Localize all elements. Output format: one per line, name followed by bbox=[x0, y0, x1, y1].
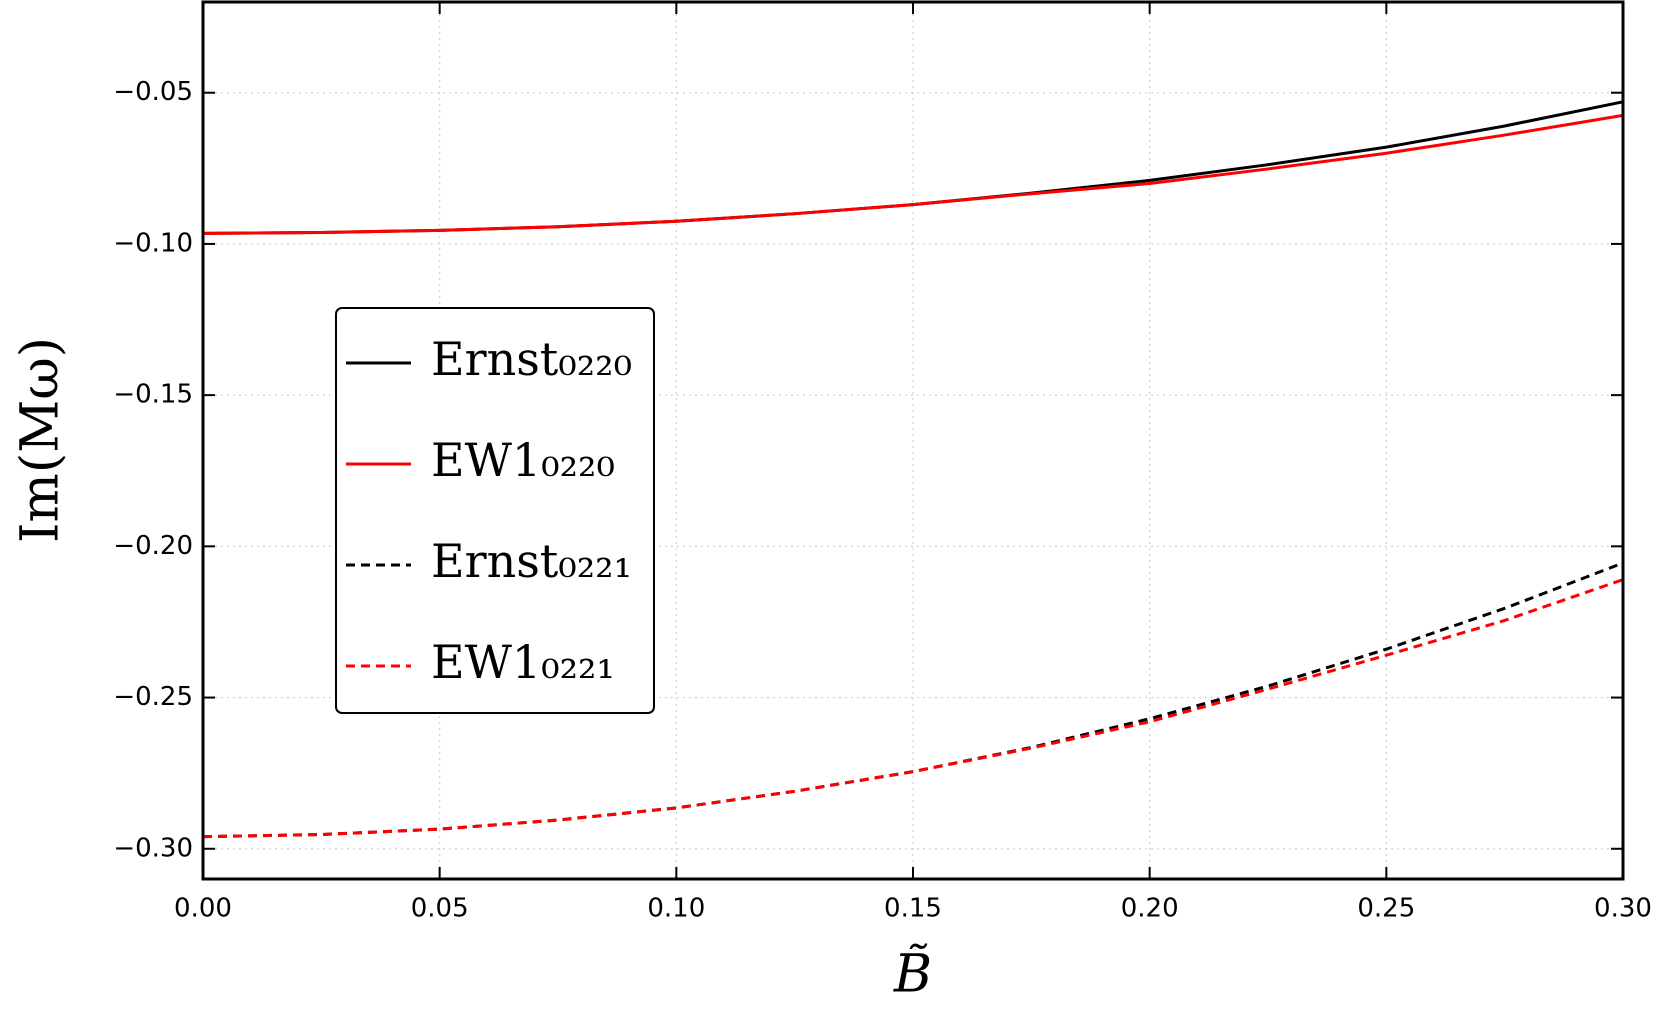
plot-frame bbox=[201, 0, 1625, 881]
x-tick-label: 0.25 bbox=[1357, 894, 1415, 924]
x-tick-label: 0.00 bbox=[174, 894, 232, 924]
legend-box bbox=[335, 307, 655, 714]
x-axis-label: B̃ bbox=[893, 943, 932, 1004]
y-tick-label: −0.10 bbox=[113, 228, 193, 258]
legend-label: EW1₀₂₂₀ bbox=[431, 433, 615, 487]
y-tick-label: −0.30 bbox=[113, 833, 193, 863]
y-tick-label: −0.25 bbox=[113, 682, 193, 712]
x-tick-label: 0.30 bbox=[1594, 894, 1652, 924]
line bbox=[202, 113, 1624, 235]
x-tick-label: 0.10 bbox=[647, 894, 705, 924]
line bbox=[202, 578, 1624, 839]
legend-label: Ernst₀₂₂₀ bbox=[431, 332, 632, 386]
y-tick-label: −0.20 bbox=[113, 531, 193, 561]
x-tick-label: 0.20 bbox=[1121, 894, 1179, 924]
y-tick-label: −0.15 bbox=[113, 380, 193, 410]
y-axis-label: Im(Mω) bbox=[11, 337, 71, 543]
legend-label: Ernst₀₂₂₁ bbox=[431, 534, 632, 588]
x-tick-label: 0.05 bbox=[411, 894, 469, 924]
legend-label: EW1₀₂₂₁ bbox=[431, 635, 615, 689]
x-tick-label: 0.15 bbox=[884, 894, 942, 924]
y-tick-label: −0.05 bbox=[113, 77, 193, 107]
